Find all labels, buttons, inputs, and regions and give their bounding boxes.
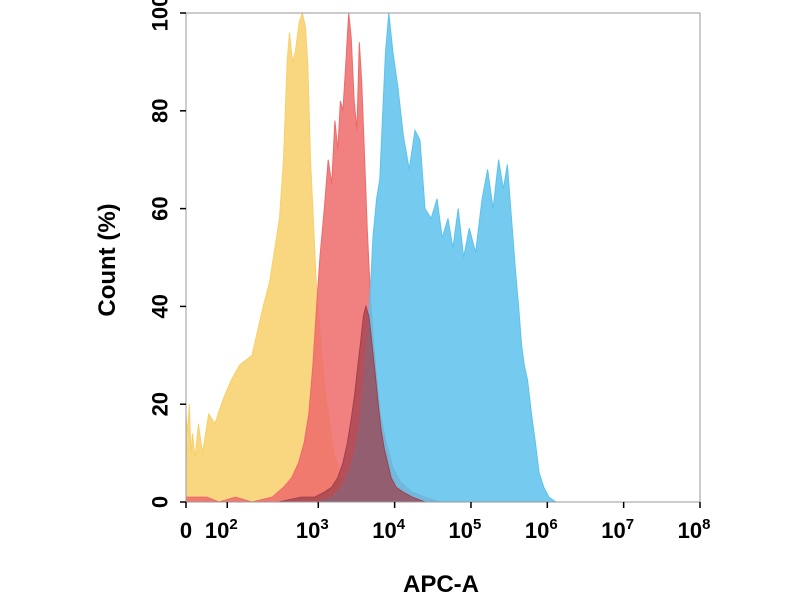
y-tick-label: 100: [148, 0, 173, 31]
y-tick-label: 0: [148, 496, 173, 508]
x-tick-label: 108: [678, 516, 711, 543]
x-tick-label: 105: [449, 516, 482, 543]
x-tick-label: 107: [601, 516, 634, 543]
y-tick-label: 40: [148, 294, 173, 318]
x-tick-label: 106: [525, 516, 558, 543]
y-tick-label: 60: [148, 196, 173, 220]
x-tick-label: 102: [205, 516, 238, 543]
plot-area: [185, 11, 558, 503]
y-tick-label: 80: [148, 99, 173, 123]
x-tick-label: 103: [296, 516, 329, 543]
x-axis-title: APC-A: [403, 571, 479, 598]
y-tick-label: 20: [148, 392, 173, 416]
histogram-series-4: [278, 304, 426, 503]
plot-frame: [185, 12, 701, 503]
y-axis-title: Count (%): [94, 203, 121, 316]
x-tick-label: 0: [180, 518, 192, 543]
x-tick-label: 104: [372, 516, 405, 543]
